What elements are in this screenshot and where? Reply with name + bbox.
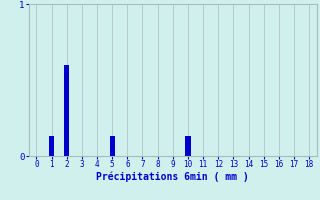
Bar [49,136,54,156]
X-axis label: Précipitations 6min ( mm ): Précipitations 6min ( mm ) [96,172,249,182]
Bar [64,65,69,156]
Bar [185,136,191,156]
Bar [109,136,115,156]
